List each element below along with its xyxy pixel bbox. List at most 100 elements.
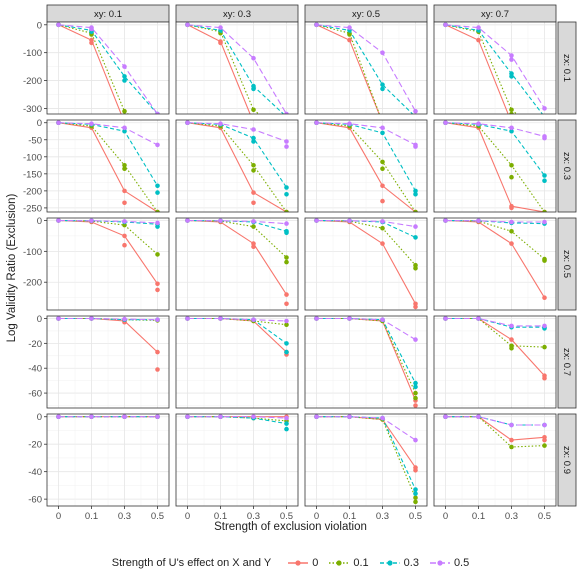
point-r1-c2-s1-3 xyxy=(413,209,418,212)
series-line-r1-c2-s0 xyxy=(316,122,416,212)
panel-border-r0-c1 xyxy=(175,21,299,115)
y-tick-label-r4-3: -60 xyxy=(28,495,42,506)
point-r1-c3-s2-2 xyxy=(509,128,514,134)
x-tick-label-c0-3: 0.5 xyxy=(151,511,164,522)
row-strip-0: zx: 0.1 xyxy=(557,21,577,115)
point-r1-c1-s2-2 xyxy=(251,135,256,141)
point-r2-c0-s3-2 xyxy=(122,219,127,224)
series-line-r3-c3-s1 xyxy=(445,317,545,348)
panel-border-r1-c1 xyxy=(175,119,299,213)
series-line-r0-c1-s2 xyxy=(187,24,285,114)
point-r3-c0-s3-1 xyxy=(89,316,94,321)
point-r1-c2-s0-2 xyxy=(380,183,385,189)
row-strip-4: zx: 0.9 xyxy=(557,413,577,507)
point-r2-c2-s1-2 xyxy=(380,225,385,231)
series-line-r4-c2-s1 xyxy=(316,416,417,499)
panel-r1-c3 xyxy=(433,119,557,213)
point-r2-c2-s3-2 xyxy=(380,219,385,224)
point-r4-c1-s2-3 xyxy=(284,421,289,426)
point-r4-c3-s3-2 xyxy=(509,422,514,428)
x-tick-label-c1-3: 0.5 xyxy=(280,511,293,522)
row-strip-label-3: zx: 0.7 xyxy=(561,348,572,376)
series-line-r1-c3-s1 xyxy=(445,122,545,212)
point-r2-c3-s3-1 xyxy=(476,218,481,224)
panel-r4-c3 xyxy=(433,413,557,507)
gridlines-r1-c0 xyxy=(47,120,169,212)
point-r3-c0-s0-3 xyxy=(155,349,160,355)
x-tick-label-c3-3: 0.5 xyxy=(538,511,551,522)
point-r4-c0-s3-1 xyxy=(89,414,94,420)
point-r2-c3-s0-2 xyxy=(509,241,514,246)
point-r3-c3-s1-3 xyxy=(542,344,547,350)
series-group-r0-c1 xyxy=(185,22,289,114)
point-r1-c0-s3-3 xyxy=(155,142,160,148)
y-tick-label-r3-3: -60 xyxy=(28,389,42,400)
point-r0-c3-s3-1 xyxy=(476,25,481,30)
series-line-r1-c1-s0 xyxy=(187,122,287,212)
point-r1-c2-s0-4 xyxy=(380,198,385,204)
y-tick-label-r4-2: -40 xyxy=(28,467,42,478)
point-r3-c0-s0-5 xyxy=(155,367,160,372)
point-r1-c1-s3-0 xyxy=(185,120,190,125)
series-line-r2-c2-s1 xyxy=(316,219,416,266)
series-line-r1-c2-s2 xyxy=(316,122,416,192)
series-line-r0-c0-s3 xyxy=(58,24,158,114)
series-line-r0-c2-s0 xyxy=(316,24,380,114)
point-r2-c1-s3-0 xyxy=(185,218,190,223)
panel-r3-c2 xyxy=(304,315,428,409)
legend-label-1: 0.1 xyxy=(353,557,369,569)
row-strip-label-4: zx: 0.9 xyxy=(561,446,572,474)
point-r1-c3-s2-4 xyxy=(542,178,547,183)
series-group-r4-c1 xyxy=(185,414,289,432)
point-r2-c2-s3-0 xyxy=(314,218,319,223)
point-r3-c0-s3-2 xyxy=(122,316,127,322)
point-r3-c1-s3-3 xyxy=(284,318,289,324)
panel-r3-c3 xyxy=(433,315,557,409)
point-r2-c3-s1-4 xyxy=(542,258,547,263)
point-r3-c2-s1-3 xyxy=(413,390,418,396)
point-r1-c1-s0-4 xyxy=(251,200,256,206)
y-tick-label-r0-0: 0 xyxy=(37,20,42,31)
legend-item-1: 0.1 xyxy=(328,557,369,569)
point-r4-c2-s2-4 xyxy=(413,491,418,496)
point-r2-c2-s3-3 xyxy=(413,224,418,229)
panel-r0-c3 xyxy=(433,21,557,115)
point-r1-c0-s1-4 xyxy=(122,166,127,171)
point-r1-c1-s1-2 xyxy=(251,163,256,168)
point-r0-c0-s0-4 xyxy=(89,40,94,46)
point-r0-c2-s1-4 xyxy=(347,32,352,37)
point-r1-c0-s0-4 xyxy=(122,200,127,206)
y-tick-label-r0-2: -200 xyxy=(23,76,42,87)
y-tick-label-r3-1: -20 xyxy=(28,339,42,350)
point-r2-c1-s0-3 xyxy=(284,292,289,297)
point-r0-c3-s3-0 xyxy=(443,22,448,28)
point-r1-c3-s1-2 xyxy=(509,163,514,168)
legend-key-0 xyxy=(288,560,309,566)
panel-r0-c1 xyxy=(175,21,299,115)
point-r2-c0-s3-0 xyxy=(56,218,61,223)
point-r4-c2-s1-3 xyxy=(413,495,418,501)
series-line-r2-c3-s3 xyxy=(445,219,545,223)
point-r0-c3-s3-4 xyxy=(509,57,514,62)
point-r2-c0-s0-2 xyxy=(122,233,127,239)
point-r1-c1-s1-4 xyxy=(251,168,256,173)
point-r3-c1-s3-2 xyxy=(251,317,256,323)
series-line-r1-c3-s2 xyxy=(445,122,545,176)
point-r0-c3-s0-1 xyxy=(476,37,481,43)
point-r1-c2-s3-2 xyxy=(380,125,385,131)
series-line-r1-c1-s1 xyxy=(187,122,287,212)
point-r0-c2-s2-4 xyxy=(380,86,385,92)
point-r4-c1-s2-4 xyxy=(284,426,289,432)
series-line-r1-c3-s0 xyxy=(445,122,545,212)
y-tick-label-r2-2: -200 xyxy=(23,278,42,289)
panel-r2-c0 xyxy=(46,217,170,311)
point-r3-c3-s3-2 xyxy=(509,323,514,329)
y-tick-label-r4-0: 0 xyxy=(37,412,42,423)
col-strip-label-3: xy: 0.7 xyxy=(481,9,509,20)
legend-key-3 xyxy=(429,560,450,566)
series-line-r4-c3-s2 xyxy=(445,416,545,426)
col-strip-label-1: xy: 0.3 xyxy=(223,9,251,20)
point-r2-c3-s0-3 xyxy=(542,295,547,301)
point-r1-c1-s2-5 xyxy=(284,192,289,197)
